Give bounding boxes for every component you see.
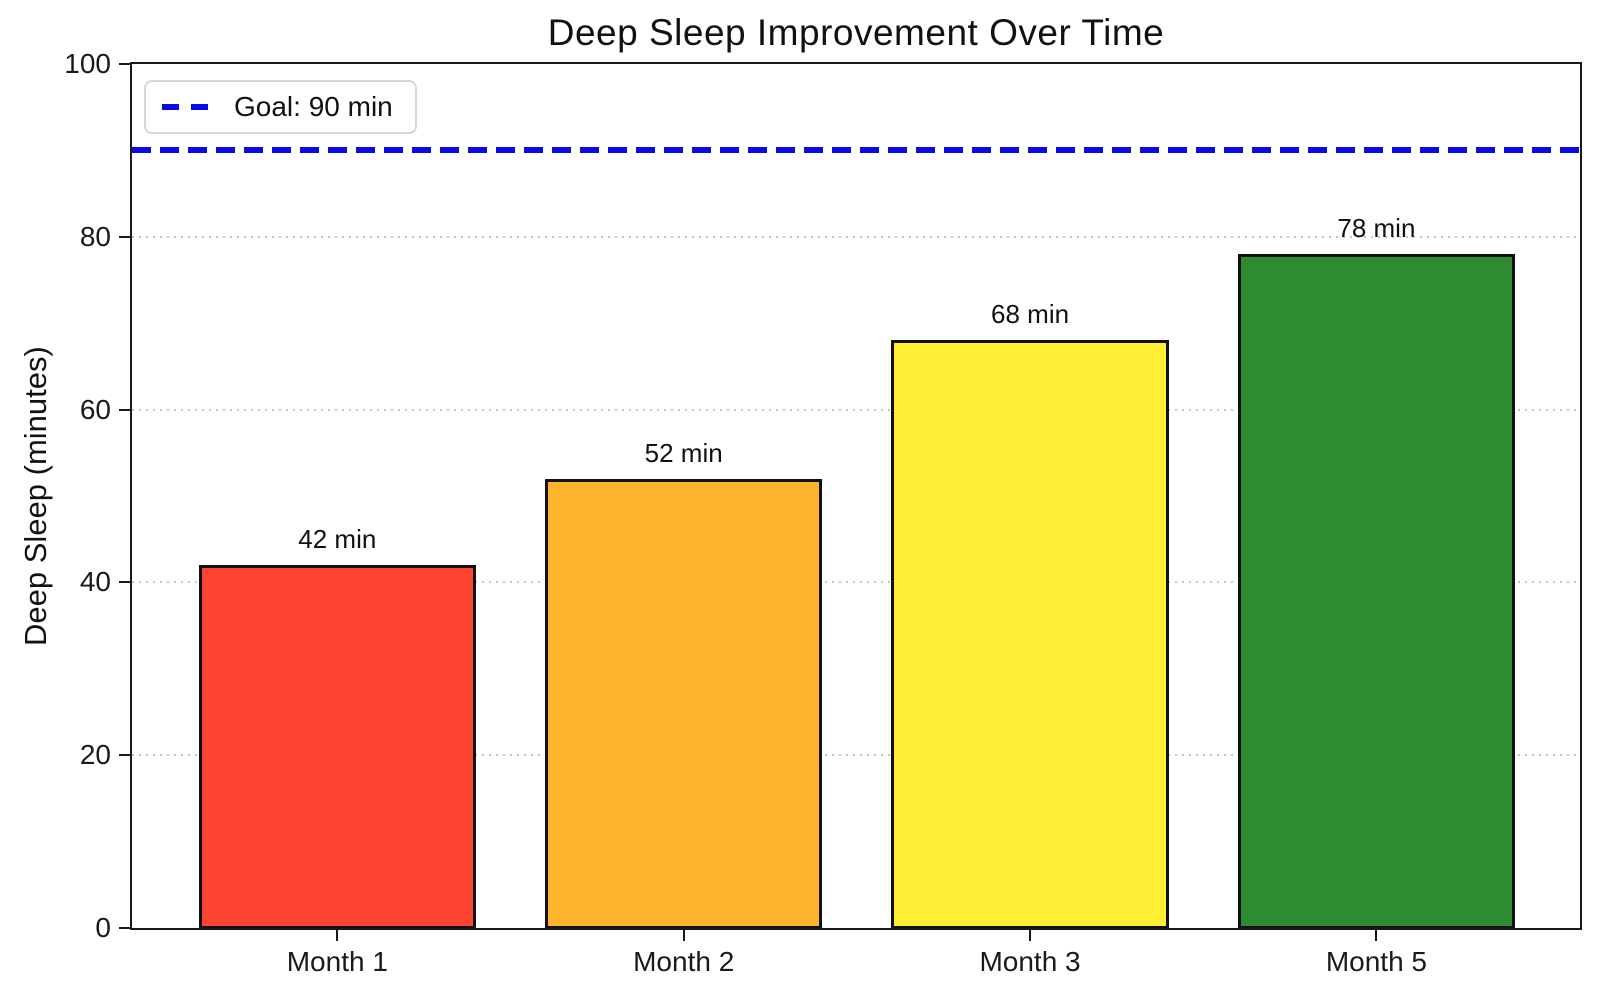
x-tick-mark: [1375, 930, 1378, 941]
legend: Goal: 90 min: [144, 80, 417, 134]
x-tick-label: Month 3: [979, 946, 1081, 977]
y-tick-label: 80: [79, 220, 111, 252]
bar-value-label: 42 min: [298, 524, 377, 555]
y-tick-mark: [119, 927, 130, 929]
x-tick-label: Month 2: [633, 946, 735, 977]
goal-line-legend-swatch: [162, 104, 214, 110]
y-tick-label: 60: [79, 393, 111, 425]
y-tick-mark: [119, 754, 130, 757]
bar-month-3: [891, 340, 1169, 928]
y-tick-label: 100: [64, 48, 111, 79]
y-tick-mark: [119, 408, 130, 411]
x-tick-label: Month 1: [286, 946, 388, 977]
bar-month-2: [545, 478, 823, 928]
y-tick-mark: [119, 63, 130, 65]
x-tick-mark: [336, 930, 339, 941]
legend-label: Goal: 90 min: [234, 91, 393, 122]
x-tick-mark: [682, 930, 685, 941]
plot-area: Goal: 90 min 42 min Month 1 52 min Month 2 6…: [64, 48, 1582, 977]
bar-month-5: [1237, 254, 1516, 928]
y-tick-mark: [119, 581, 130, 584]
bar-value-label: 68 min: [991, 299, 1070, 330]
bar-value-label: 78 min: [1337, 213, 1416, 244]
bar-value-label: 52 min: [644, 437, 723, 468]
chart-title: Deep Sleep Improvement Over Time: [547, 12, 1165, 53]
x-tick-label: Month 5: [1325, 946, 1427, 977]
bar-month-1: [198, 565, 476, 928]
goal-line: [132, 147, 1580, 154]
y-tick-mark: [119, 235, 130, 238]
x-tick-mark: [1029, 930, 1032, 941]
y-tick-label: 0: [95, 912, 111, 943]
y-tick-label: 20: [79, 739, 111, 771]
y-tick-label: 40: [79, 566, 111, 598]
y-axis-label: Deep Sleep (minutes): [18, 346, 53, 646]
